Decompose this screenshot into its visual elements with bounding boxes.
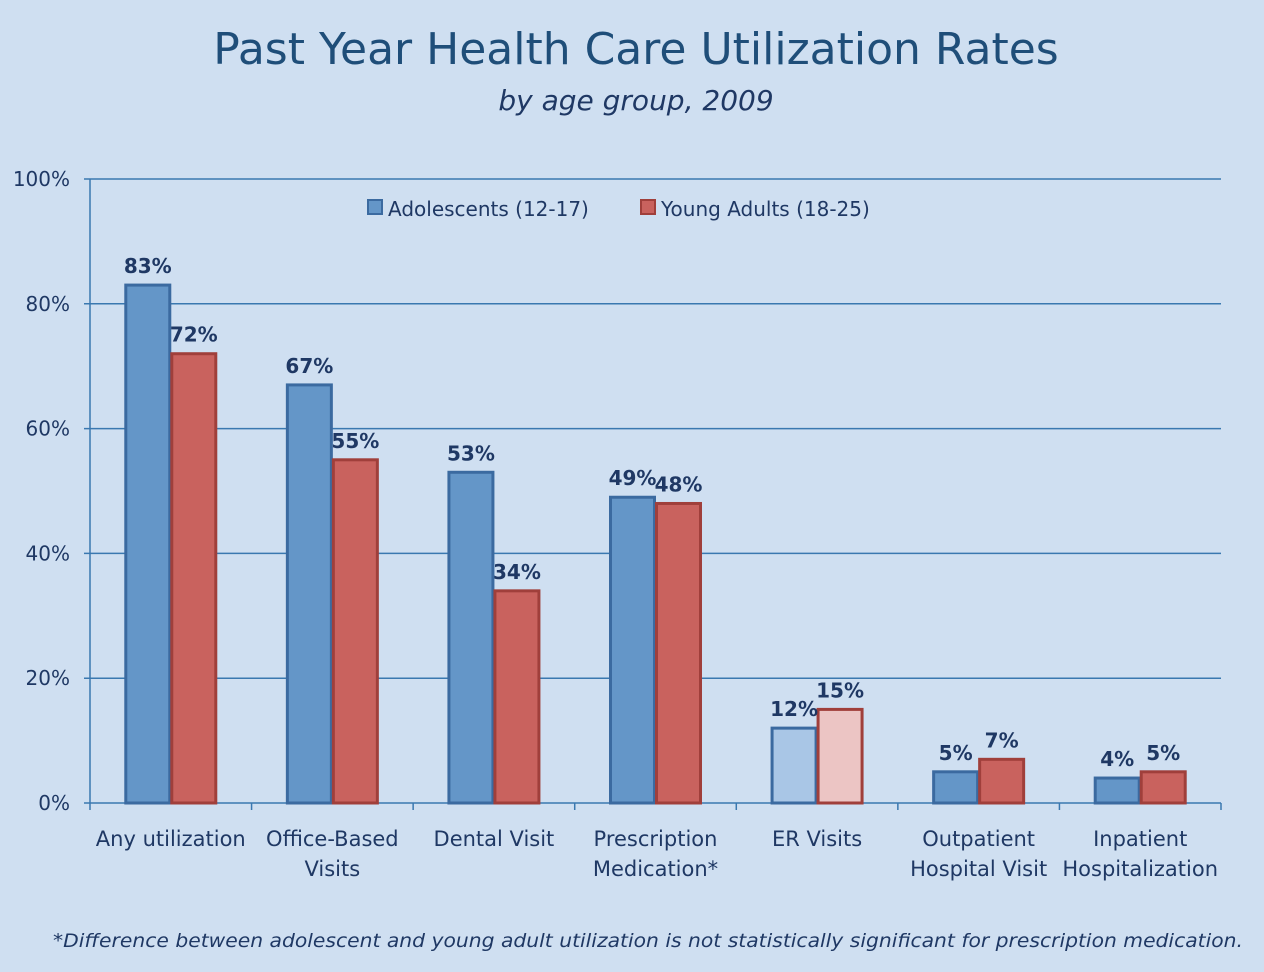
- bar: [655, 501, 702, 805]
- y-tick-label: 40%: [26, 541, 70, 565]
- y-tick-label: 100%: [13, 167, 70, 191]
- data-label: 5%: [939, 741, 973, 765]
- data-label: 15%: [816, 678, 864, 702]
- bar: [170, 352, 218, 805]
- x-category-label: Prescription: [594, 827, 718, 851]
- legend-swatch-young-adults: [640, 199, 656, 215]
- bar: [1093, 776, 1141, 805]
- data-label: 5%: [1146, 741, 1180, 765]
- y-axis: 0% 20% 40% 60% 80% 100%: [13, 167, 91, 815]
- bar: [493, 589, 541, 805]
- x-category-label: Any utilization: [96, 827, 246, 851]
- data-label: 49%: [609, 466, 657, 490]
- x-category-label: Outpatient: [922, 827, 1035, 851]
- data-labels: 83% 72% 67% 55% 53% 34% 49%48% 12%15% 5% 7% 4% 5%: [124, 254, 1180, 771]
- bar: [770, 726, 818, 805]
- bar: [124, 283, 172, 805]
- y-tick-label: 0%: [38, 791, 70, 815]
- x-category-label: ER Visits: [772, 827, 862, 851]
- data-label: 34%: [493, 560, 541, 584]
- bar: [447, 470, 495, 805]
- legend-swatch-adolescents: [367, 199, 383, 215]
- legend: Adolescents (12-17) Young Adults (18-25): [367, 197, 870, 221]
- bar: [609, 495, 656, 805]
- data-label: 55%: [331, 429, 379, 453]
- data-label: 67%: [285, 354, 333, 378]
- bar: [1139, 770, 1187, 805]
- bar: [816, 707, 864, 805]
- x-category-label: Office-Based: [266, 827, 399, 851]
- y-tick-label: 80%: [26, 292, 70, 316]
- data-label: 48%: [655, 472, 703, 496]
- x-category-label: Medication*: [593, 857, 718, 881]
- x-category-label: Dental Visit: [434, 827, 555, 851]
- chart-title: Past Year Health Care Utilization Rates: [213, 24, 1058, 75]
- legend-label-adolescents: Adolescents (12-17): [388, 197, 589, 221]
- data-label: 4%: [1100, 747, 1134, 771]
- bar: [331, 458, 379, 805]
- chart-subtitle: by age group, 2009: [498, 84, 773, 117]
- bar: [285, 383, 333, 805]
- data-label: 7%: [985, 728, 1019, 752]
- footnote: *Difference between adolescent and young…: [53, 930, 1243, 952]
- x-category-label: Hospital Visit: [910, 857, 1047, 881]
- x-axis: Any utilization Office-Based Visits Dental …: [89, 803, 1222, 881]
- x-category-label: Inpatient: [1093, 827, 1187, 851]
- data-label: 12%: [770, 697, 818, 721]
- x-category-label: Hospitalization: [1062, 857, 1218, 881]
- legend-label-young-adults: Young Adults (18-25): [660, 197, 870, 221]
- bar: [978, 757, 1026, 805]
- data-label: 53%: [447, 441, 495, 465]
- x-category-label: Visits: [305, 857, 361, 881]
- y-tick-label: 60%: [26, 417, 70, 441]
- bars: [124, 283, 1187, 805]
- bar: [932, 770, 980, 805]
- y-tick-label: 20%: [26, 666, 70, 690]
- data-label: 72%: [170, 323, 218, 347]
- data-label: 83%: [124, 254, 172, 278]
